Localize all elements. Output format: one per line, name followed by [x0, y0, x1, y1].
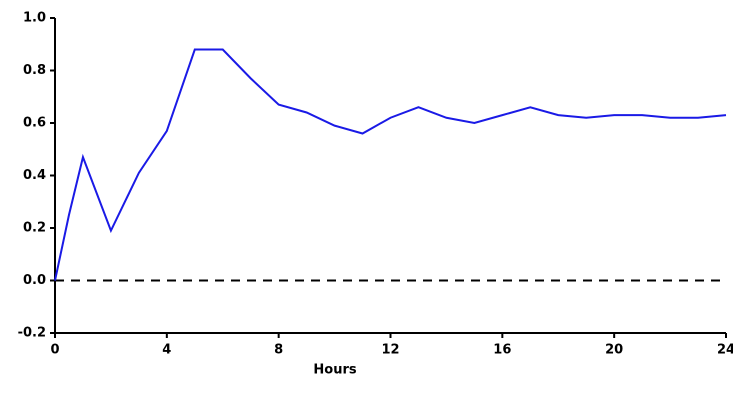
x-tick-label: 12	[381, 343, 399, 358]
y-tick-label: 0.0	[23, 273, 46, 288]
y-tick-label: 0.4	[23, 168, 46, 183]
x-tick-label: 4	[162, 343, 171, 358]
x-tick-label: 8	[274, 343, 283, 358]
x-axis-label: Hours	[313, 363, 356, 378]
y-tick-label: 0.6	[23, 116, 46, 131]
y-tick-label: 0.2	[23, 221, 46, 236]
data-line	[54, 48, 727, 281]
y-tick-label: 1.0	[23, 11, 46, 26]
x-tick-label: 20	[605, 343, 623, 358]
x-tick-label: 24	[717, 343, 733, 358]
x-tick-label: 0	[50, 343, 59, 358]
y-tick-label: -0.2	[18, 326, 46, 341]
y-tick-label: 0.8	[23, 63, 46, 78]
x-tick-label: 16	[493, 343, 511, 358]
